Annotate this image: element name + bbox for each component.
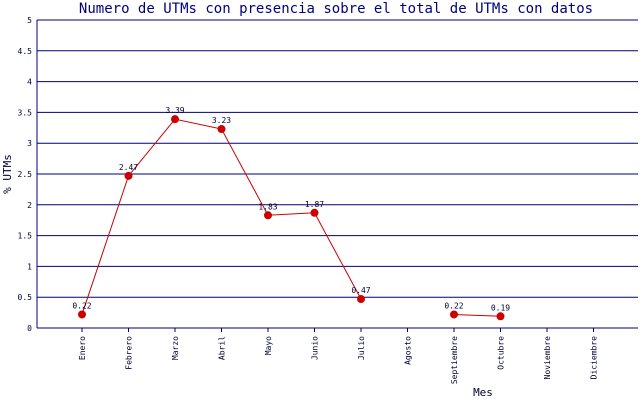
y-tick-label: 1 <box>27 262 32 271</box>
y-tick-label: 3.5 <box>18 108 33 117</box>
y-tick-label: 0.5 <box>18 293 33 302</box>
y-axis-label: % UTMs <box>1 154 14 194</box>
value-label: 0.19 <box>491 303 510 312</box>
point <box>357 295 365 304</box>
x-tick-label: Junio <box>311 336 320 360</box>
y-tick-label: 4 <box>27 78 32 87</box>
y-tick-label: 4.5 <box>18 47 33 56</box>
x-tick-label: Abril <box>218 336 227 360</box>
x-tick-label: Febrero <box>125 336 134 370</box>
y-tick-label: 0 <box>27 324 32 333</box>
y-tick-label: 2 <box>27 201 32 210</box>
y-tick-label: 5 <box>27 16 32 25</box>
x-tick-label: Mayo <box>264 336 273 355</box>
value-label: 3.23 <box>212 116 231 125</box>
x-tick-label: Diciembre <box>590 336 599 380</box>
point <box>217 125 226 134</box>
value-label: 3.39 <box>165 106 184 115</box>
x-tick-label: Octubre <box>497 336 506 370</box>
x-tick-label: Noviembre <box>543 336 552 380</box>
point <box>496 312 505 321</box>
point <box>171 115 179 124</box>
x-axis-label: Mes <box>473 386 493 399</box>
point <box>78 310 86 319</box>
y-tick-label: 1.5 <box>18 232 33 241</box>
chart-title: Numero de UTMs con presencia sobre el to… <box>79 1 593 17</box>
value-label: 0.22 <box>72 301 91 310</box>
point <box>450 310 458 319</box>
value-label: 1.87 <box>305 200 324 209</box>
y-tick-label: 3 <box>27 139 32 148</box>
point <box>124 171 133 180</box>
x-tick-label: Enero <box>78 336 87 360</box>
x-tick-label: Marzo <box>171 336 180 360</box>
point <box>264 211 272 220</box>
x-tick-label: Agosto <box>404 336 413 365</box>
value-label: 0.47 <box>351 286 370 295</box>
series-line <box>81 118 501 317</box>
value-label: 1.83 <box>258 202 277 211</box>
x-tick-label: Julio <box>357 336 366 360</box>
x-tick-label: Septiembre <box>450 336 459 384</box>
point <box>310 208 319 217</box>
value-label: 0.22 <box>444 301 463 310</box>
y-tick-label: 2.5 <box>18 170 33 179</box>
value-label: 2.47 <box>119 163 138 172</box>
